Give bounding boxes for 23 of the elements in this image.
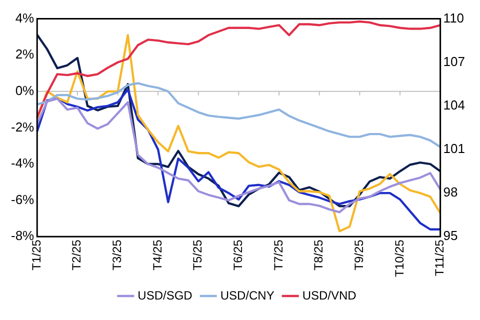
x-tick-label: T8/25 <box>312 239 326 270</box>
legend-label: USD/CNY <box>220 288 274 302</box>
x-tick-label: T2/25 <box>70 239 84 270</box>
x-tick-label: T6/25 <box>231 239 246 270</box>
y2-tick-label: 101 <box>443 141 466 156</box>
legend-label: USD/SGD <box>138 288 193 302</box>
y2-tick-label: 110 <box>443 10 464 26</box>
y2-tick-label: 98 <box>443 184 458 200</box>
y-tick-label: 2% <box>15 46 35 62</box>
x-tick-label: T3/25 <box>110 239 124 270</box>
x-tick-label: T10/25 <box>392 239 406 277</box>
y-tick-label: -2% <box>10 119 35 134</box>
y-tick-label: -4% <box>10 156 35 171</box>
x-tick-label: T4/25 <box>150 239 164 270</box>
x-tick-label: T7/25 <box>271 239 286 270</box>
x-tick-label: T9/25 <box>352 239 366 270</box>
legend-label: USD/VND <box>302 288 357 302</box>
x-tick-label: T5/25 <box>190 239 205 270</box>
y-tick-label: 4% <box>15 10 35 26</box>
y2-tick-label: 104 <box>443 98 466 113</box>
y2-tick-label: 107 <box>443 54 466 69</box>
y-tick-label: 0% <box>15 82 35 98</box>
y-tick-label: -6% <box>10 192 35 207</box>
